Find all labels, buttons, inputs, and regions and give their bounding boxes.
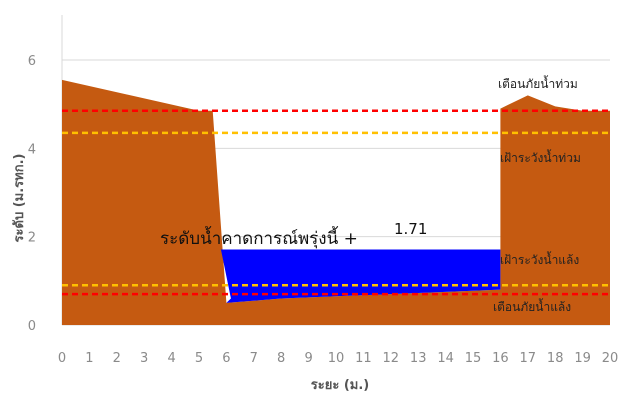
ground-layer xyxy=(62,79,610,325)
x-tick-label: 9 xyxy=(304,351,312,366)
x-tick-label: 1 xyxy=(85,351,93,366)
x-tick-labels: 0 1 2 3 4 5 6 7 8 9 10 11 12 13 14 15 16 17 18 19 20 xyxy=(58,351,618,366)
x-tick-label: 15 xyxy=(465,351,482,366)
flood-watch-label: เฝ้าระวังน้ำท่วม xyxy=(500,149,581,165)
x-tick-label: 2 xyxy=(113,351,121,366)
x-tick-label: 3 xyxy=(140,351,148,366)
x-tick-label: 4 xyxy=(167,351,175,366)
y-axis-title: ระดับ (ม.รทก.) xyxy=(12,154,27,243)
x-tick-label: 0 xyxy=(58,351,66,366)
y-tick-label: 4 xyxy=(28,142,36,157)
x-tick-label: 18 xyxy=(547,351,564,366)
water-area xyxy=(220,249,501,303)
y-tick-label: 0 xyxy=(28,319,36,334)
threshold-layer xyxy=(62,109,610,296)
x-tick-label: 7 xyxy=(250,351,258,366)
y-tick-labels: 0 2 4 6 xyxy=(28,54,36,334)
drought-watch-label: เฝ้าระวังน้ำแล้ง xyxy=(500,251,579,267)
flood-warning-label: เตือนภัยน้ำท่วม xyxy=(498,75,578,91)
y-tick-label: 6 xyxy=(28,54,36,69)
y-tick-label: 2 xyxy=(28,231,36,246)
x-tick-label: 6 xyxy=(222,351,230,366)
x-tick-label: 13 xyxy=(410,351,427,366)
x-tick-label: 11 xyxy=(355,351,372,366)
forecast-value: 1.71 xyxy=(394,220,427,238)
drought-warning-label: เตือนภัยน้ำแล้ง xyxy=(493,298,571,314)
x-axis-title: ระยะ (ม.) xyxy=(311,378,369,393)
ground-area xyxy=(62,79,610,325)
water-layer xyxy=(220,249,501,303)
x-tick-label: 19 xyxy=(574,351,591,366)
x-tick-label: 5 xyxy=(195,351,203,366)
x-tick-label: 20 xyxy=(602,351,619,366)
x-tick-label: 8 xyxy=(277,351,285,366)
x-tick-label: 12 xyxy=(383,351,400,366)
x-tick-label: 10 xyxy=(328,351,345,366)
x-tick-label: 14 xyxy=(437,351,454,366)
forecast-label: ระดับน้ำคาดการณ์พรุ่งนี้ + xyxy=(160,226,358,249)
x-tick-label: 17 xyxy=(520,351,537,366)
x-tick-label: 16 xyxy=(492,351,509,366)
